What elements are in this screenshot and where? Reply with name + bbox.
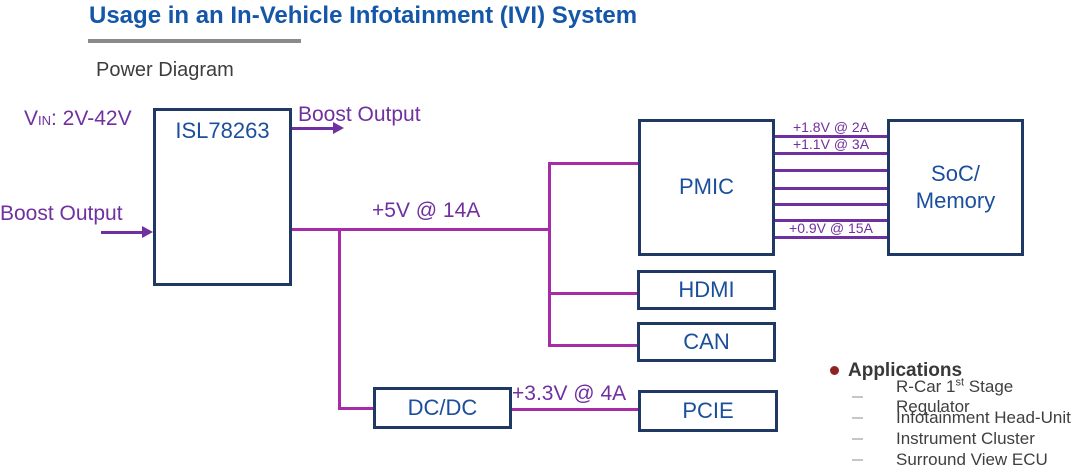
boost-output-top-label: Boost Output [298,103,421,126]
vin-range: : 2V-42V [51,107,132,130]
block-can-label: CAN [683,328,730,354]
rail-3 [775,169,887,172]
rail-1-8v [775,135,887,138]
block-dcdc-label: DC/DC [407,394,478,420]
application-item-text: Surround View ECU [896,450,1048,465]
title-underline [88,39,301,43]
boost-output-left-arrow-icon [142,226,153,238]
vin-v: V [24,107,39,130]
rail-0-9v [775,236,887,239]
wire-can-stub [548,344,639,347]
dash-icon [852,458,863,461]
item-text-pre: R-Car 1 [896,377,956,397]
block-dcdc: DC/DC [373,387,512,429]
list-item: Infotainment Head-Unit [846,408,1080,429]
block-isl78263-label: ISL78263 [175,118,270,143]
dash-icon [852,417,863,420]
dcdc-rail-label: +3.3V @ 4A [512,382,627,405]
rail-5 [775,203,887,206]
item-text-pre: Infotainment Head-Unit [896,408,1071,428]
rail-6 [775,219,887,222]
wire-5v-rail [292,228,549,231]
page-title: Usage in an In-Vehicle Infotainment (IVI… [89,2,638,29]
wire-hdmi-stub [548,292,639,295]
wire-pmic-stub [548,162,640,165]
application-item-text: Instrument Cluster [896,429,1035,449]
item-text-post: Stage Regulator [896,377,1014,417]
boost-output-top-arrow-line [292,127,333,130]
wire-branch-to-dcdc [338,228,341,409]
item-text-pre: Instrument Cluster [896,428,1035,448]
vin-subscript: IN [38,113,52,128]
block-pcie: PCIE [638,390,778,432]
block-pmic-label: PMIC [679,174,734,200]
rail-4 [775,187,887,190]
block-isl78263: ISL78263 [153,108,292,286]
applications-heading: Applications [848,360,963,381]
boost-output-left-arrow-line [101,231,142,234]
block-soc-memory-label: SoC/ Memory [916,161,995,215]
boost-output-top-arrow-icon [333,122,344,134]
list-item: R-Car 1st Stage Regulator [846,377,1080,416]
rail-1-1v [775,152,887,155]
list-item: Surround View ECU [846,449,1080,465]
main-rail-label: +5V @ 14A [372,199,481,222]
block-pcie-label: PCIE [682,397,734,423]
soc-label-line1: SoC/ [931,160,980,186]
dash-icon [852,396,863,399]
rail-label-1-1v: +1.1V @ 3A [792,136,870,152]
item-text-sup: st [955,376,965,389]
applications-list: R-Car 1st Stage Regulator Infotainment H… [846,377,1080,465]
item-text-pre: Surround View ECU [896,449,1048,465]
rail-label-1-8v: +1.8V @ 2A [792,119,870,135]
wire-distribution-vertical [548,162,551,347]
bullet-icon [830,366,839,375]
wire-pcie-rail [512,408,640,411]
application-item-text: Infotainment Head-Unit [896,408,1071,428]
diagram-subtitle: Power Diagram [96,59,234,81]
dash-icon [852,437,863,440]
block-pmic: PMIC [638,119,775,256]
application-item-text: R-Car 1st Stage Regulator [896,377,1080,417]
list-item: Instrument Cluster [846,429,1080,450]
boost-output-left-label: Boost Output [0,202,123,225]
rail-label-0-9v: +0.9V @ 15A [789,220,873,236]
block-hdmi-label: HDMI [678,276,735,302]
wire-dcdc-stub [338,407,375,410]
block-can: CAN [637,322,776,362]
soc-label-line2: Memory [915,187,996,213]
block-hdmi: HDMI [637,270,776,310]
block-soc-memory: SoC/ Memory [887,119,1024,256]
vin-label: VIN: 2V-42V [24,108,132,129]
